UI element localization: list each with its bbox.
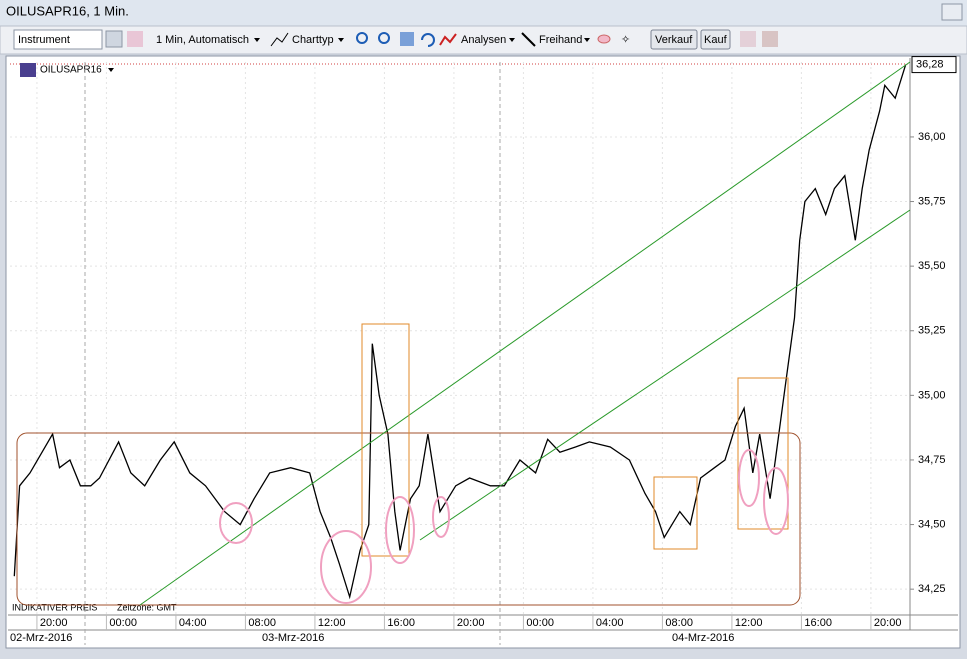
y-tick-label: 35,75 xyxy=(918,195,946,207)
zoom-out[interactable] xyxy=(378,32,390,44)
analysis-menu[interactable]: Analysen xyxy=(461,34,506,46)
trend-line xyxy=(139,61,911,606)
buy-label: Kauf xyxy=(704,34,728,46)
freehand-menu[interactable]: Freihand xyxy=(539,34,582,46)
date-label: 03-Mrz-2016 xyxy=(262,632,324,644)
dropdown-arrow xyxy=(108,68,114,72)
x-tick-label: 00:00 xyxy=(109,617,137,629)
x-tick-label: 00:00 xyxy=(526,617,554,629)
last-price-box xyxy=(911,56,957,74)
crosshair-icon[interactable]: ✧ xyxy=(621,34,630,46)
buy-button[interactable] xyxy=(700,29,731,50)
highlight-ellipse xyxy=(738,449,760,507)
window-title: OILUSAPR16, 1 Min. xyxy=(6,3,129,18)
indicator-icon[interactable] xyxy=(740,31,756,47)
chart-type-menu[interactable]: Charttyp xyxy=(292,34,334,46)
sell-button[interactable] xyxy=(650,29,698,50)
chart-panel xyxy=(5,55,961,649)
y-tick-label: 35,00 xyxy=(918,389,946,401)
zoom-in[interactable] xyxy=(356,32,368,44)
toolbar xyxy=(0,25,967,55)
dropdown-arrow xyxy=(584,38,590,42)
last-price-label: 36,28 xyxy=(916,58,944,70)
interval-menu[interactable]: 1 Min, Automatisch xyxy=(156,34,249,46)
highlight-box xyxy=(737,377,789,530)
y-tick-label: 36,00 xyxy=(918,131,946,143)
x-tick-label: 20:00 xyxy=(874,617,902,629)
trend-line xyxy=(419,209,911,541)
highlight-ellipse xyxy=(432,496,450,538)
x-tick-label: 16:00 xyxy=(804,617,832,629)
price-line xyxy=(13,64,907,600)
instrument-placeholder: Instrument xyxy=(18,34,70,46)
print-icon[interactable] xyxy=(762,31,778,47)
date-label: 02-Mrz-2016 xyxy=(10,632,72,644)
highlight-box xyxy=(361,323,410,557)
fit-icon[interactable] xyxy=(400,32,414,46)
title-bar xyxy=(0,0,967,26)
highlight-ellipse xyxy=(320,530,372,604)
sell-label: Verkauf xyxy=(655,34,693,46)
dropdown-arrow xyxy=(338,38,344,42)
date-label: 04-Mrz-2016 xyxy=(672,632,734,644)
highlight-ellipse xyxy=(219,502,253,544)
x-tick-label: 08:00 xyxy=(248,617,276,629)
instrument-input[interactable] xyxy=(13,29,103,50)
y-tick-label: 34,75 xyxy=(918,454,946,466)
instrument-label: OILUSAPR16 xyxy=(40,65,102,76)
freehand-icon xyxy=(521,32,536,47)
y-tick-label: 35,50 xyxy=(918,260,946,272)
chart-type-icon xyxy=(270,32,289,47)
search-icon[interactable] xyxy=(105,30,123,48)
refresh-icon[interactable] xyxy=(421,33,435,47)
x-tick-label: 04:00 xyxy=(179,617,207,629)
instrument-icon xyxy=(20,63,36,77)
timezone-note: Zeitzone: GMT xyxy=(117,602,177,612)
analysis-icon xyxy=(439,33,457,46)
x-tick-label: 08:00 xyxy=(665,617,693,629)
highlight-ellipse xyxy=(385,496,415,564)
y-tick-label: 34,50 xyxy=(918,518,946,530)
dropdown-arrow xyxy=(509,38,515,42)
x-tick-label: 20:00 xyxy=(457,617,485,629)
dropdown-arrow xyxy=(254,38,260,42)
x-tick-label: 20:00 xyxy=(40,617,68,629)
footer-note: INDIKATIVER PREIS xyxy=(12,602,97,612)
x-tick-label: 12:00 xyxy=(318,617,346,629)
x-tick-label: 16:00 xyxy=(387,617,415,629)
y-tick-label: 35,25 xyxy=(918,325,946,337)
x-tick-label: 04:00 xyxy=(596,617,624,629)
close-button[interactable] xyxy=(941,3,963,21)
compare-icon[interactable] xyxy=(127,31,143,47)
highlight-box xyxy=(653,476,698,550)
eraser-icon[interactable] xyxy=(597,34,611,44)
highlight-ellipse xyxy=(763,467,789,535)
x-tick-label: 12:00 xyxy=(735,617,763,629)
y-tick-label: 34,25 xyxy=(918,583,946,595)
